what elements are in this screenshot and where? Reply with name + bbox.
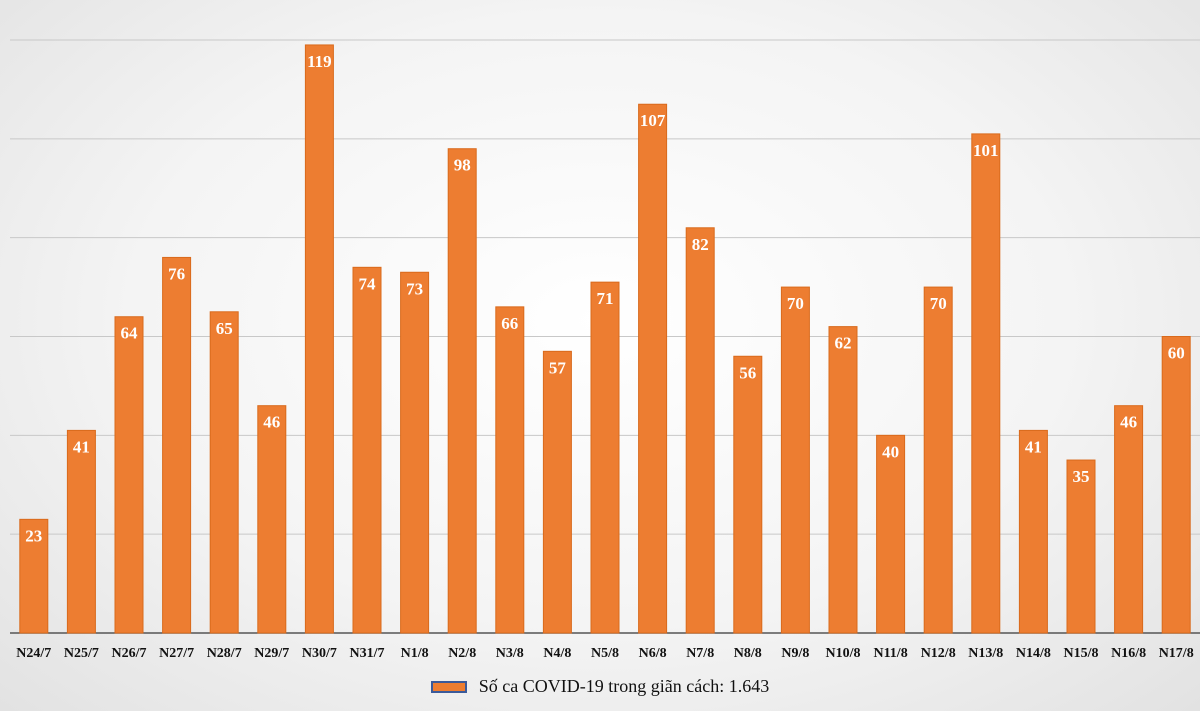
bar [209, 311, 239, 634]
bar [542, 350, 572, 634]
bar [733, 355, 763, 634]
x-tick-label: N27/7 [159, 646, 194, 661]
x-tick-label: N15/8 [1064, 646, 1099, 661]
data-label: 74 [359, 274, 377, 293]
x-tick-label: N11/8 [873, 646, 907, 661]
data-label: 66 [501, 314, 518, 333]
data-label: 56 [739, 363, 756, 382]
x-tick-label: N14/8 [1016, 646, 1051, 661]
bar [1018, 429, 1048, 634]
legend: Số ca COVID-19 trong giãn cách: 1.643 [0, 676, 1200, 697]
x-tick-label: N17/8 [1159, 646, 1194, 661]
x-tick-label: N5/8 [591, 646, 619, 661]
data-label: 46 [263, 413, 280, 432]
bar [971, 133, 1001, 634]
legend-label: Số ca COVID-19 trong giãn cách: 1.643 [478, 676, 770, 696]
bar [114, 316, 144, 634]
x-tick-label: N13/8 [968, 646, 1003, 661]
bar [1066, 459, 1096, 634]
data-label: 82 [692, 235, 709, 254]
x-tick-label: N24/7 [16, 646, 51, 661]
data-label: 73 [406, 279, 423, 298]
data-label: 65 [216, 319, 233, 338]
data-label: 98 [454, 156, 471, 175]
bar [828, 326, 858, 634]
bar [685, 227, 715, 634]
x-tick-label: N4/8 [543, 646, 571, 661]
bar [1114, 405, 1144, 634]
bar [304, 44, 334, 634]
bar [590, 281, 620, 634]
bar [257, 405, 287, 634]
x-tick-label: N8/8 [734, 646, 762, 661]
data-label: 119 [307, 52, 332, 71]
data-label: 70 [930, 294, 947, 313]
x-tick-label: N28/7 [207, 646, 242, 661]
x-tick-label: N30/7 [302, 646, 337, 661]
bar [19, 518, 49, 634]
bar [780, 286, 810, 634]
x-tick-label: N9/8 [781, 646, 809, 661]
bar [162, 256, 192, 634]
bar [447, 148, 477, 634]
bar [923, 286, 953, 634]
x-tick-label: N16/8 [1111, 646, 1146, 661]
data-label: 57 [549, 358, 567, 377]
x-tick-label: N31/7 [350, 646, 385, 661]
data-label: 107 [640, 111, 666, 130]
bar [1161, 336, 1191, 634]
bar [638, 103, 668, 634]
data-label: 35 [1073, 467, 1090, 486]
legend-swatch [430, 680, 467, 693]
x-tick-label: N26/7 [112, 646, 147, 661]
x-tick-label: N7/8 [686, 646, 714, 661]
x-tick-label: N3/8 [496, 646, 524, 661]
data-label: 60 [1168, 344, 1185, 363]
data-label: 23 [25, 526, 42, 545]
data-label: 101 [973, 141, 999, 160]
data-label: 71 [597, 289, 614, 308]
x-tick-label: N2/8 [448, 646, 476, 661]
x-tick-label: N10/8 [826, 646, 861, 661]
bar [352, 266, 382, 634]
bar [400, 271, 430, 634]
x-tick-label: N25/7 [64, 646, 99, 661]
data-label: 40 [882, 442, 899, 461]
data-label: 62 [835, 334, 852, 353]
data-label: 41 [73, 437, 90, 456]
bar [876, 434, 906, 634]
x-tick-label: N29/7 [254, 646, 289, 661]
bar [66, 429, 96, 634]
x-tick-label: N1/8 [401, 646, 429, 661]
data-label: 46 [1120, 413, 1137, 432]
data-label: 41 [1025, 437, 1042, 456]
x-tick-label: N6/8 [639, 646, 667, 661]
data-label: 70 [787, 294, 804, 313]
data-label: 76 [168, 264, 185, 283]
data-label: 64 [121, 324, 139, 343]
bar [495, 306, 525, 634]
x-tick-label: N12/8 [921, 646, 956, 661]
